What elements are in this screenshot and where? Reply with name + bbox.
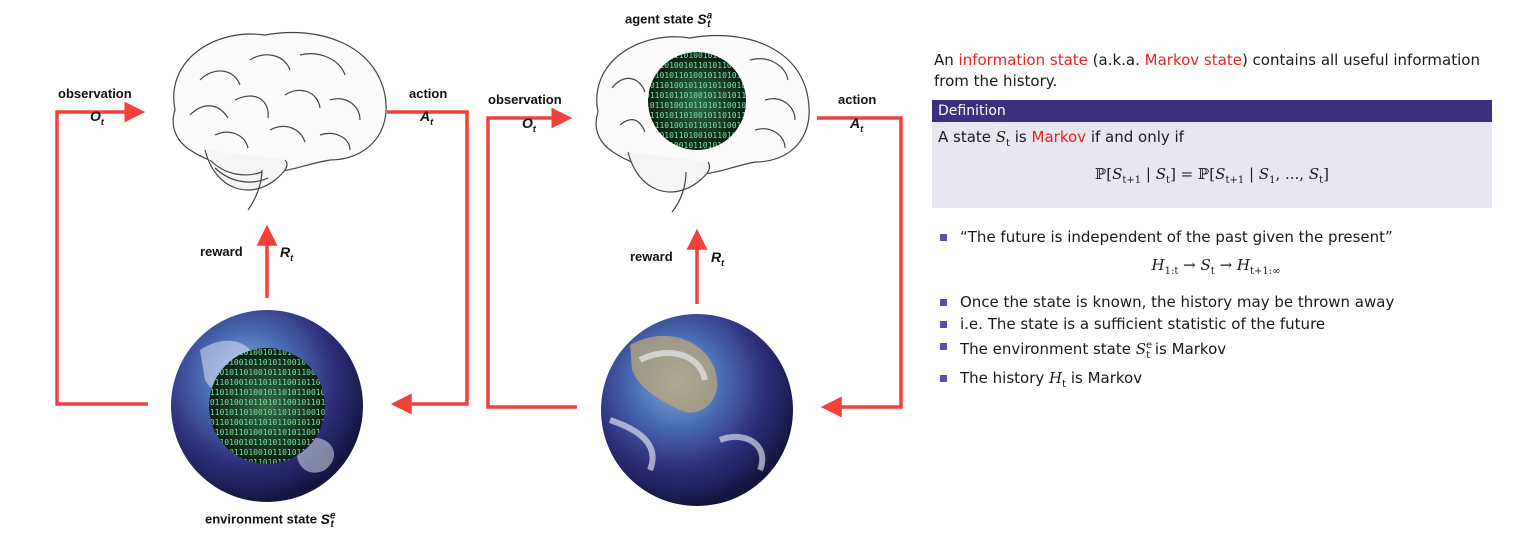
svg-text:101101001011010110010110101101: 1011010010110101100101101011010 [205,438,354,447]
reward-label: reward [630,249,673,264]
svg-text:101101001011010110010110101101: 1011010010110101100101101011010 [205,398,354,407]
list-item: The history Ht is Markov [940,367,1492,396]
action-label: action [838,92,877,107]
history-chain-formula: H1:t → St → Ht+1:∞ [1151,256,1281,277]
svg-text:1011010010110101100101101011: 1011010010110101100101101011 [645,61,780,70]
observation-arrow [486,107,577,409]
svg-text:101101001011010110010110101101: 1011010010110101100101101011010 [205,358,354,367]
action-symbol: At [850,115,864,134]
observation-symbol: Ot [522,115,536,134]
action-label: action [409,86,448,101]
action-arrow [387,110,469,415]
agent-state-label: agent state Sat [625,10,713,31]
svg-text:0110101101001011010110010110: 0110101101001011010110010110 [645,71,780,80]
svg-text:1011010010110101100101101011: 1011010010110101100101101011 [645,101,780,110]
reward-symbol: Rt [280,244,294,263]
information-state-term: information state [958,51,1088,69]
svg-text:011010110100101101011001011010: 0110101101001011010110010110101 [205,428,354,437]
action-symbol: At [420,108,434,127]
observation-label: observation [58,86,132,101]
reward-symbol: Rt [711,249,725,268]
binary-text-line: 0110101101001011010110010110101 [205,348,354,357]
svg-text:011010110100101101011001011010: 0110101101001011010110010110101 [205,408,354,417]
list-item: Once the state is known, the history may… [940,291,1492,313]
markov-formula: ℙ[St+1 | St] = ℙ[St+1 | S1, ..., St] [1094,165,1330,186]
svg-text:0110101101001011010110010110: 0110101101001011010110010110 [645,51,780,60]
earth-icon [601,314,793,506]
observation-symbol: Ot [90,108,104,127]
svg-text:011010110100101101011001011010: 0110101101001011010110010110101 [205,388,354,397]
list-item: “The future is independent of the past g… [940,226,1492,248]
brain-icon [172,31,387,211]
markov-term: Markov [1031,128,1087,146]
intro-text: An information state (a.k.a. Markov stat… [934,51,1480,90]
svg-text:0110101101001011010110010110: 0110101101001011010110010110 [645,131,780,140]
svg-text:1011010010110101100101101011: 1011010010110101100101101011 [645,141,780,150]
action-arrow [817,116,903,418]
svg-text:1011010010110101100101101011: 1011010010110101100101101011 [645,81,780,90]
svg-text:011010110100101101011001011010: 0110101101001011010110010110101 [205,448,354,457]
svg-text:0110101101001011010110010110: 0110101101001011010110010110 [645,111,780,120]
svg-text:0110101101001011010110010110: 0110101101001011010110010110 [645,91,780,100]
definition-header: Definition [932,100,1492,122]
svg-text:101101001011010110010110101101: 1011010010110101100101101011010 [205,378,354,387]
observation-arrow [55,101,148,406]
svg-text:101101001011010110010110101101: 1011010010110101100101101011010 [205,418,354,427]
reward-label: reward [200,244,243,259]
agent-environment-diagrams: 0110101101001011010110010110101 10110100… [55,31,903,506]
definition-box: Definition A state St is Markov if and o… [932,100,1492,208]
environment-state-label: environment state Set [205,510,336,531]
svg-text:011010110100101101011001011010: 0110101101001011010110010110101 [205,368,354,377]
earth-icon: 0110101101001011010110010110101 10110100… [171,310,363,502]
svg-text:1011010010110101100101101011: 1011010010110101100101101011 [645,121,780,130]
markov-state-panel: An information state (a.k.a. Markov stat… [932,50,1492,396]
list-item: The environment state Set is Markov [940,335,1492,367]
svg-text:101101001011010110010110101101: 1011010010110101100101101011010 [205,458,354,467]
definition-body: A state St is Markov if and only if ℙ[St… [932,122,1492,208]
observation-label: observation [488,92,562,107]
list-item: i.e. The state is a sufficient statistic… [940,313,1492,335]
agent-state-binary-disc [648,52,746,150]
markov-state-term: Markov state [1144,51,1242,69]
bullet-list: “The future is independent of the past g… [932,226,1492,396]
